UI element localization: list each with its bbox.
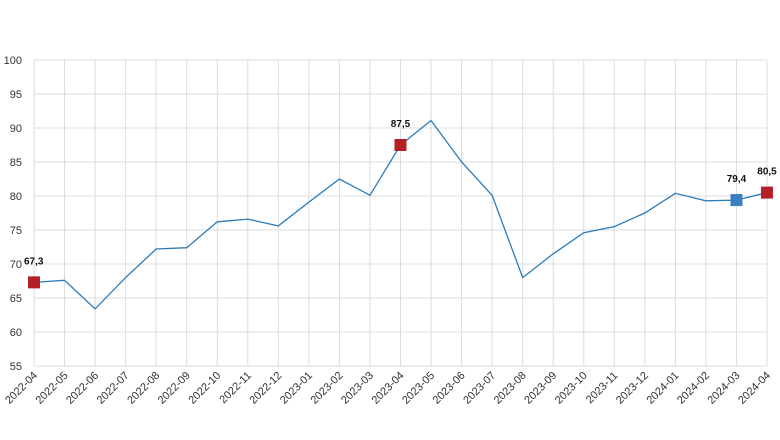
x-tick-label: 2023-03 xyxy=(339,370,376,407)
x-tick-label: 2023-05 xyxy=(400,370,437,407)
x-tick-label: 2022-04 xyxy=(3,370,40,407)
highlight-label: 80,5 xyxy=(757,167,777,178)
x-tick-label: 2023-04 xyxy=(370,370,407,407)
highlight-marker xyxy=(761,186,773,199)
x-tick-label: 2023-06 xyxy=(431,370,468,407)
y-tick-label: 80 xyxy=(10,191,22,203)
y-tick-label: 95 xyxy=(10,89,22,101)
highlighted-points: 67,3 87,5 79,4 80,5 xyxy=(24,119,777,289)
y-tick-label: 90 xyxy=(10,123,22,135)
y-axis-tick-labels: 55 60 65 70 75 80 85 90 95 100 xyxy=(4,55,22,373)
y-tick-label: 85 xyxy=(10,157,22,169)
x-tick-label: 2024-03 xyxy=(706,370,743,407)
x-tick-label: 2023-08 xyxy=(492,370,529,407)
x-tick-label: 2022-07 xyxy=(95,370,132,407)
highlight-label: 67,3 xyxy=(24,256,44,267)
y-tick-label: 60 xyxy=(10,327,22,339)
y-tick-label: 65 xyxy=(10,293,22,305)
highlight-marker xyxy=(394,139,407,151)
x-tick-label: 2023-12 xyxy=(614,370,651,407)
x-tick-label: 2024-01 xyxy=(644,370,681,407)
x-tick-label: 2022-10 xyxy=(186,370,223,407)
x-tick-label: 2023-07 xyxy=(461,370,498,407)
x-tick-label: 2023-01 xyxy=(278,370,315,407)
x-tick-label: 2024-04 xyxy=(736,370,773,407)
x-tick-label: 2023-09 xyxy=(522,370,559,407)
x-tick-label: 2022-12 xyxy=(247,370,284,407)
x-tick-label: 2023-02 xyxy=(309,370,346,407)
x-axis-tick-labels: 2022-042022-052022-062022-072022-082022-… xyxy=(3,370,773,407)
vertical-gridlines xyxy=(33,60,768,366)
y-tick-label: 75 xyxy=(10,225,22,237)
x-tick-label: 2023-11 xyxy=(584,370,620,406)
y-tick-label: 100 xyxy=(4,55,22,67)
x-tick-label: 2022-05 xyxy=(34,370,71,407)
x-tick-label: 2022-08 xyxy=(125,370,162,407)
x-tick-label: 2024-02 xyxy=(675,370,712,407)
x-tick-label: 2022-09 xyxy=(156,370,193,407)
x-tick-label: 2022-06 xyxy=(64,370,101,407)
y-tick-label: 55 xyxy=(10,361,22,373)
y-tick-label: 70 xyxy=(10,259,22,271)
x-tick-label: 2023-10 xyxy=(553,370,590,407)
highlight-marker xyxy=(730,194,743,207)
highlight-label: 87,5 xyxy=(391,119,411,130)
highlight-label: 79,4 xyxy=(727,174,747,185)
highlight-marker xyxy=(28,276,40,289)
x-tick-label: 2022-11 xyxy=(217,370,253,406)
